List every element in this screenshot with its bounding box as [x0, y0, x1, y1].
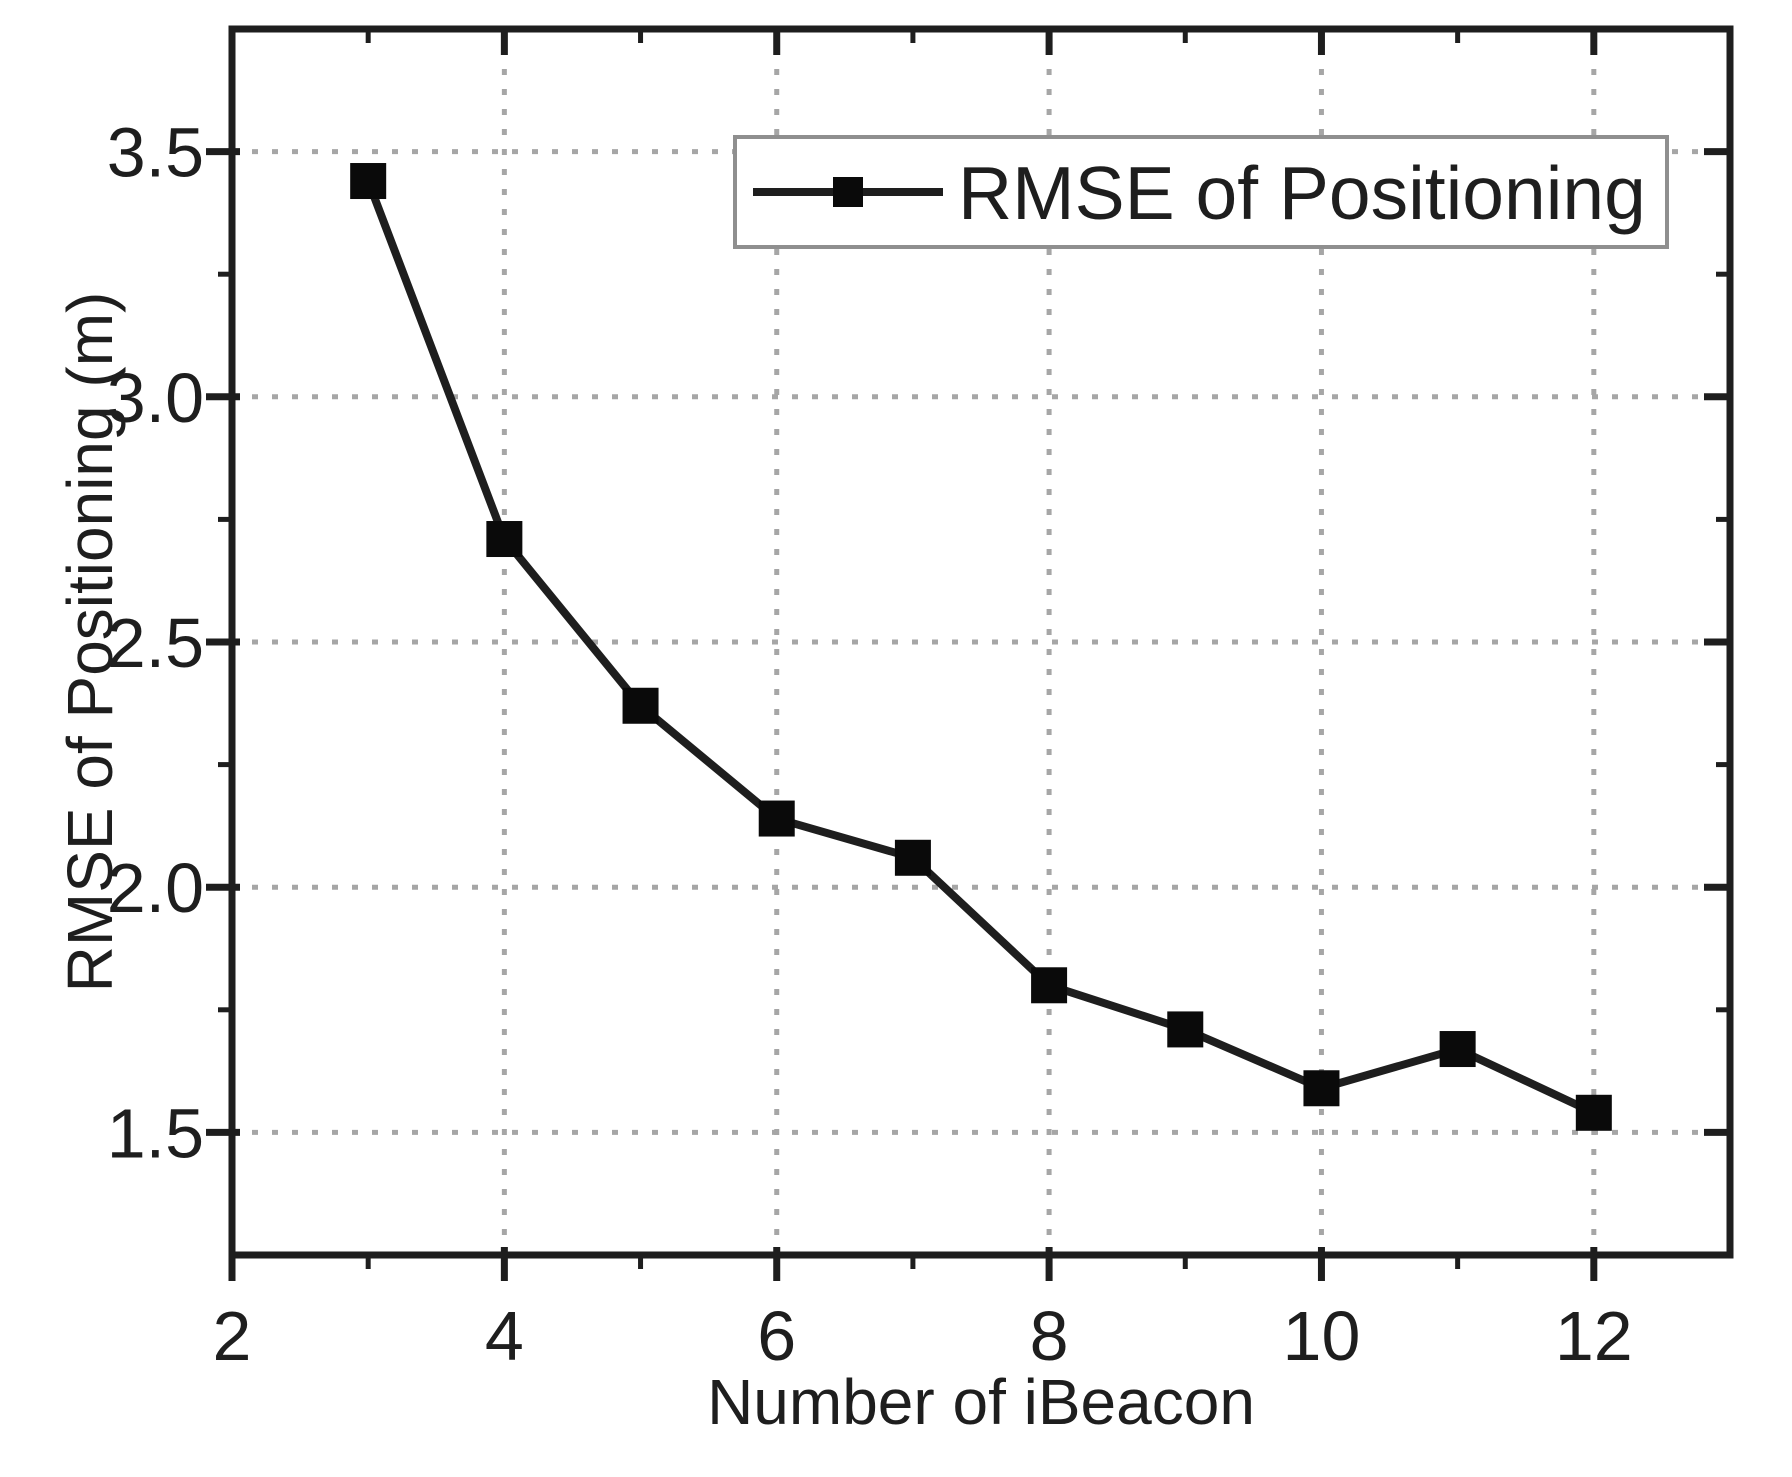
data-point-marker: [758, 800, 795, 837]
y-tick-label: 3.0: [107, 359, 204, 437]
x-tick-label: 6: [757, 1297, 796, 1375]
legend-label: RMSE of Positioning: [958, 151, 1646, 235]
legend-marker-square: [833, 177, 863, 207]
y-axis-title: RMSE of Positioning (m): [54, 292, 126, 993]
y-tick-label: 1.5: [107, 1094, 204, 1172]
data-markers: [350, 163, 1612, 1131]
data-point-marker: [1031, 967, 1068, 1004]
x-tick-label: 8: [1030, 1297, 1069, 1375]
y-tick-label: 2.5: [107, 604, 204, 682]
data-point-marker: [1167, 1011, 1204, 1048]
x-axis-title: Number of iBeacon: [707, 1366, 1255, 1438]
x-tick-label: 12: [1555, 1297, 1633, 1375]
data-point-marker: [1303, 1070, 1340, 1107]
data-point-marker: [622, 687, 659, 724]
x-tick-label: 2: [213, 1297, 252, 1375]
x-tick-label: 10: [1283, 1297, 1361, 1375]
data-point-marker: [1575, 1094, 1612, 1131]
data-point-marker: [486, 521, 523, 558]
axis-ticks: [206, 29, 1730, 1281]
data-point-marker: [894, 839, 931, 876]
x-tick-labels: 2 4 6 8 10 12: [213, 1297, 1633, 1375]
data-point-marker: [1439, 1031, 1476, 1068]
x-tick-label: 4: [485, 1297, 524, 1375]
data-line: [364, 179, 1596, 1117]
data-point-marker: [350, 163, 387, 200]
legend: RMSE of Positioning: [733, 135, 1669, 249]
y-tick-label: 2.0: [107, 849, 204, 927]
y-tick-labels: 1.5 2.0 2.5 3.0 3.5: [107, 114, 204, 1173]
y-tick-label: 3.5: [107, 114, 204, 192]
